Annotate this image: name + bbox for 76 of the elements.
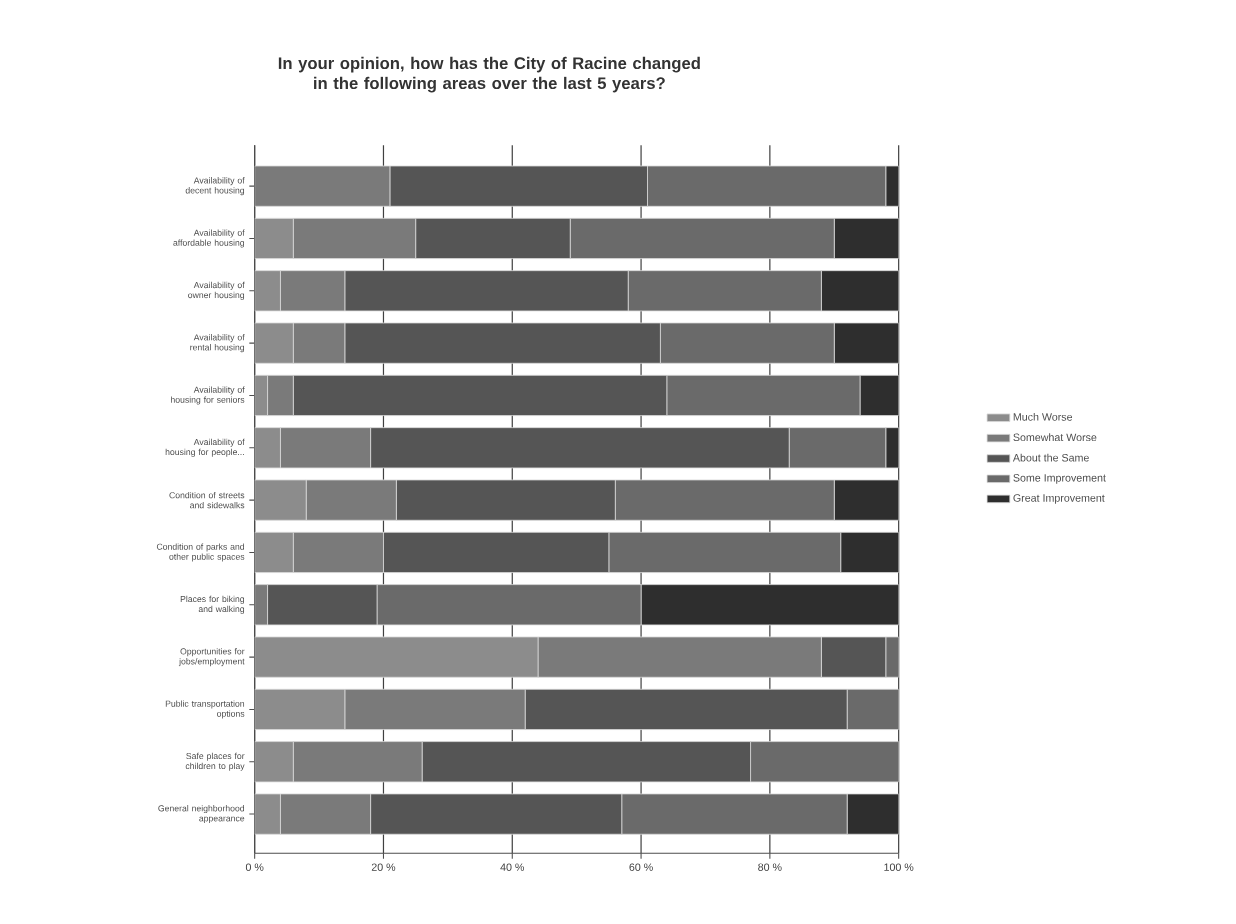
bar (885, 165, 899, 207)
y-tick-label: Condition of parks and other public spaces (156, 543, 245, 562)
y-tick-label: General neighborhood appearance (158, 805, 245, 824)
bar (344, 688, 526, 730)
y-tick-label: Condition of streets and sidewalks (169, 491, 245, 509)
x-tick-label: 80 % (758, 863, 782, 871)
x-tick-label: 60 % (629, 863, 653, 871)
bar (608, 531, 842, 573)
bar (640, 584, 899, 626)
legend-label: Somewhat Worse (1013, 433, 1097, 442)
bar (280, 793, 371, 835)
x-tick-label: 0 % (245, 863, 264, 871)
bar (659, 322, 835, 364)
bar (788, 427, 887, 469)
bar (254, 217, 294, 260)
bar (820, 270, 899, 312)
bar (292, 531, 384, 573)
bar (292, 322, 346, 364)
bar (833, 322, 899, 364)
bar (254, 479, 307, 521)
bar (846, 688, 899, 730)
bar (569, 217, 835, 260)
bar (376, 584, 642, 626)
bar (840, 531, 899, 573)
y-tick-label: Opportunities for jobs/employment (178, 648, 245, 667)
bar (666, 374, 861, 416)
bar (833, 217, 899, 260)
bar (614, 479, 835, 521)
bar (846, 793, 899, 835)
y-tick-label: Safe places for children to play (185, 752, 245, 771)
bar (537, 636, 822, 678)
bar (254, 165, 391, 207)
bar (254, 427, 281, 469)
bar (254, 741, 294, 783)
bar (647, 165, 887, 207)
legend-label: About the Same (1012, 453, 1089, 462)
y-tick-label: Availability of owner housing (188, 281, 245, 300)
bar (383, 531, 610, 573)
y-tick-label: Availability of housing for people... (165, 438, 245, 457)
bar (621, 793, 848, 835)
bar (254, 375, 268, 416)
bar (885, 636, 899, 678)
x-tick-label: 40 % (500, 863, 525, 871)
legend-label: Much Worse (1013, 412, 1073, 421)
bar (254, 688, 346, 730)
bar (280, 427, 371, 469)
legend-label: Some Improvement (1013, 474, 1106, 484)
bar (421, 741, 751, 783)
bar (415, 217, 571, 260)
bar (280, 270, 346, 312)
bar (750, 741, 899, 783)
legend-label: Great Improvement (1013, 494, 1105, 504)
y-tick-label: Public transportation options (165, 700, 245, 719)
x-tick-label: 100 % (884, 863, 914, 871)
bar (254, 270, 281, 312)
bar (254, 531, 294, 573)
y-tick-label: Places for biking and walking (180, 595, 245, 614)
bar (292, 217, 417, 260)
bar (859, 374, 899, 416)
bar (254, 636, 539, 678)
bar (254, 584, 268, 625)
chart-title: In your opinion, how has the City of Racine changed in the following areas over the last 5 years? (278, 56, 700, 93)
x-tick-label: 20 % (371, 863, 396, 871)
bar (254, 793, 281, 835)
bar (267, 374, 294, 416)
y-tick-label: Availability of rental housing (190, 334, 245, 353)
bar (254, 322, 294, 364)
y-tick-label: Availability of housing for seniors (171, 386, 245, 405)
bar (292, 741, 423, 783)
bar (833, 479, 899, 521)
y-tick-label: Availability of decent housing (185, 177, 245, 196)
bar (627, 270, 822, 312)
y-tick-label: Availability of affordable housing (173, 229, 245, 248)
bar (395, 479, 616, 521)
bar (305, 479, 397, 521)
bar (885, 427, 899, 469)
